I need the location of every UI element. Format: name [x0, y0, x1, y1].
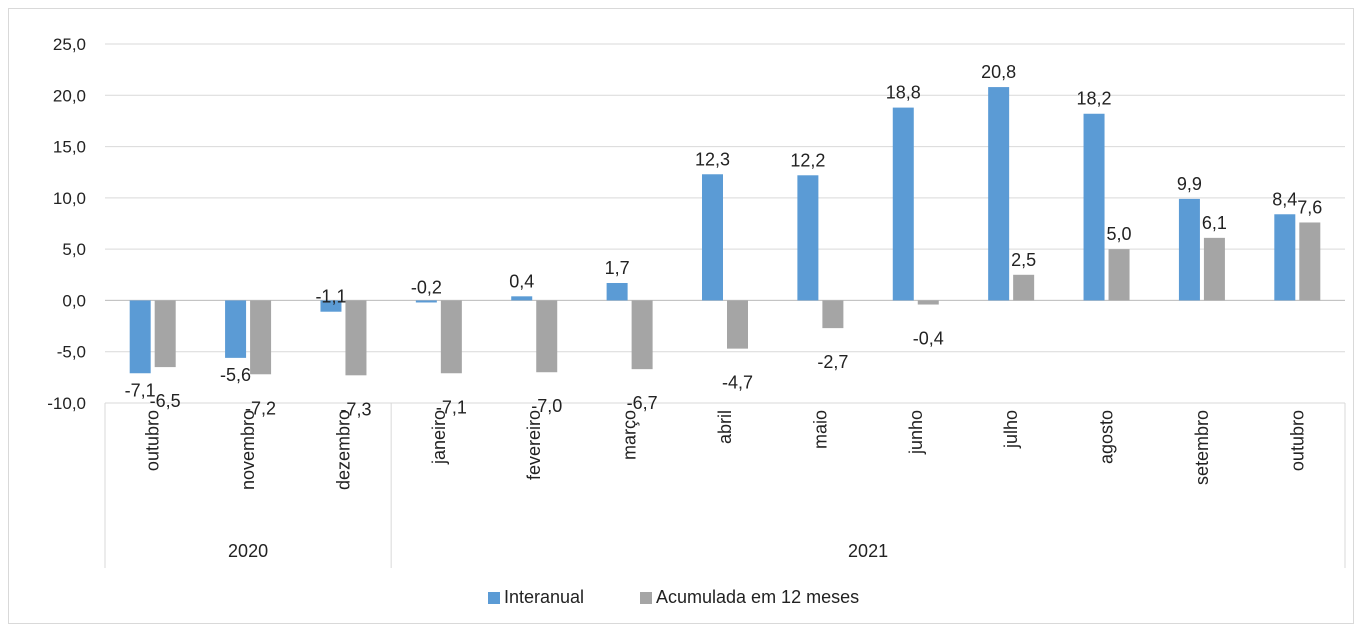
bar-acumulada: [1108, 249, 1130, 301]
y-tick-label: 5,0: [62, 240, 86, 259]
data-label-acumulada: 5,0: [1107, 224, 1132, 244]
bar-interanual: [511, 296, 533, 301]
data-label-acumulada: 6,1: [1202, 213, 1227, 233]
y-tick-label: -10,0: [47, 394, 86, 413]
data-label-interanual: 1,7: [605, 258, 630, 278]
data-label-interanual: 0,4: [509, 271, 534, 291]
data-label-acumulada: -0,4: [913, 329, 944, 349]
x-category-label: setembro: [1192, 410, 1212, 485]
data-label-interanual: 12,2: [790, 150, 825, 170]
data-label-interanual: 18,8: [886, 83, 921, 103]
x-category-label: fevereiro: [524, 410, 544, 480]
y-tick-label: 15,0: [53, 138, 86, 157]
data-label-interanual: -7,1: [125, 380, 156, 400]
bar-acumulada: [631, 300, 653, 370]
x-group-label: 2020: [228, 541, 268, 561]
data-label-acumulada: -7,3: [340, 399, 371, 419]
bar-interanual: [320, 300, 342, 312]
bar-acumulada: [1203, 237, 1225, 301]
x-category-label: outubro: [1287, 410, 1307, 471]
x-category-label: novembro: [238, 410, 258, 490]
bar-acumulada: [345, 300, 367, 376]
bar-acumulada: [822, 300, 844, 329]
data-label-acumulada: 7,6: [1297, 197, 1322, 217]
bar-acumulada: [917, 300, 939, 305]
data-label-interanual: 9,9: [1177, 174, 1202, 194]
y-tick-label: 10,0: [53, 189, 86, 208]
y-tick-label: 20,0: [53, 86, 86, 105]
y-tick-label: 0,0: [62, 291, 86, 310]
bar-acumulada: [154, 300, 176, 368]
bar-interanual: [225, 300, 247, 358]
bar-interanual: [1083, 113, 1105, 301]
x-category-label: agosto: [1097, 410, 1117, 464]
bar-acumulada: [1013, 274, 1035, 301]
data-label-acumulada: -7,1: [436, 397, 467, 417]
bar-acumulada: [250, 300, 272, 375]
bar-interanual: [1274, 214, 1296, 301]
x-category-label: março: [620, 410, 640, 460]
legend-swatch-acumulada: [640, 592, 652, 604]
legend-label-interanual: Interanual: [504, 587, 584, 607]
data-label-acumulada: 2,5: [1011, 250, 1036, 270]
data-label-interanual: -5,6: [220, 365, 251, 385]
x-group-label: 2021: [848, 541, 888, 561]
bar-acumulada: [1299, 222, 1321, 301]
bar-acumulada: [440, 300, 462, 374]
data-label-acumulada: -7,2: [245, 398, 276, 418]
x-category-label: abril: [715, 410, 735, 444]
data-label-interanual: 18,2: [1077, 89, 1112, 109]
bar-interanual: [129, 300, 151, 374]
data-label-acumulada: -7,0: [531, 396, 562, 416]
y-tick-label: -5,0: [57, 343, 86, 362]
bar-interanual: [1178, 198, 1200, 301]
bar-interanual: [702, 174, 723, 301]
bar-acumulada: [536, 300, 558, 373]
x-category-label: outubro: [143, 410, 163, 471]
legend-label-acumulada: Acumulada em 12 meses: [656, 587, 859, 607]
bar-interanual: [892, 107, 914, 301]
data-label-acumulada: -6,7: [627, 393, 658, 413]
data-label-interanual: 8,4: [1272, 189, 1297, 209]
data-label-acumulada: -2,7: [817, 352, 848, 372]
y-tick-label: 25,0: [53, 35, 86, 54]
data-label-interanual: 12,3: [695, 149, 730, 169]
x-category-label: junho: [906, 410, 926, 455]
x-category-label: julho: [1001, 410, 1021, 449]
bar-acumulada: [727, 300, 748, 349]
x-category-label: maio: [810, 410, 830, 449]
x-category-label: janeiro: [429, 410, 449, 465]
x-category-label: dezembro: [333, 410, 353, 490]
data-label-interanual: -1,1: [315, 287, 346, 307]
bar-interanual: [797, 175, 819, 301]
data-label-interanual: -0,2: [411, 277, 442, 297]
data-label-acumulada: -6,5: [150, 391, 181, 411]
legend-swatch-interanual: [488, 592, 500, 604]
bar-interanual: [415, 300, 437, 303]
data-label-interanual: 20,8: [981, 62, 1016, 82]
bar-interanual: [988, 87, 1010, 301]
data-label-acumulada: -4,7: [722, 373, 753, 393]
bar-interanual: [606, 282, 628, 301]
